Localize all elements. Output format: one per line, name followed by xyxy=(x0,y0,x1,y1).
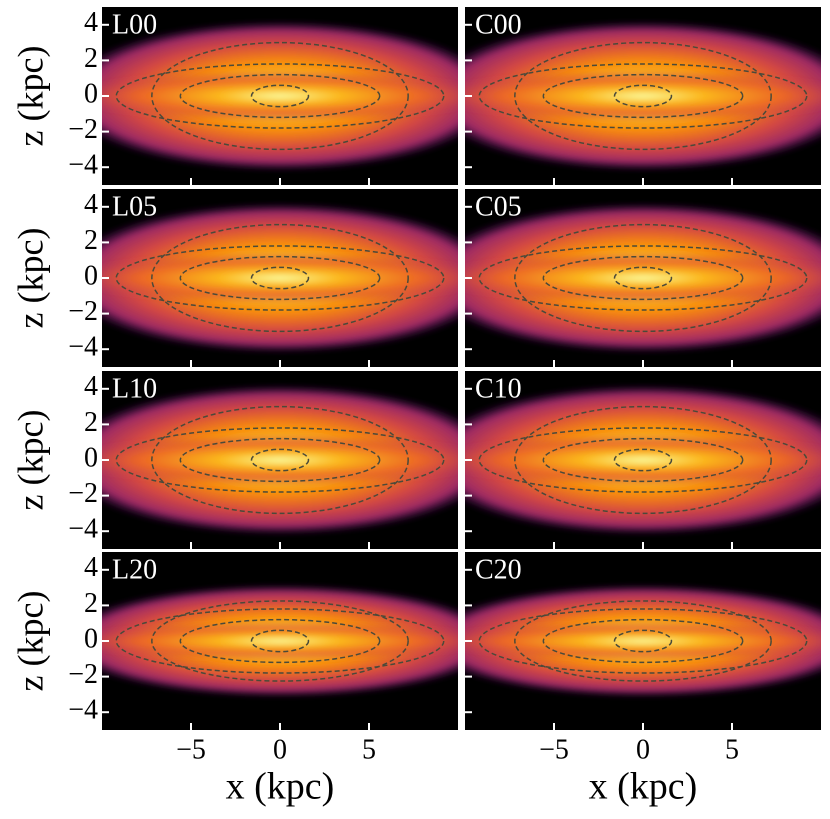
panel-body xyxy=(102,189,458,367)
panel-body xyxy=(102,371,458,549)
contour xyxy=(514,405,772,515)
panel: C10 xyxy=(465,371,821,549)
x-axis-label: x (kpc) xyxy=(589,766,698,808)
panel: L10 −4 −2 0 2 4 z (kpc) xyxy=(10,371,458,549)
y-tick-label: −2 xyxy=(68,296,98,327)
y-tick-label: 0 xyxy=(84,260,98,291)
y-axis-label: z (kpc) xyxy=(10,228,50,329)
panel-label: L05 xyxy=(112,191,157,222)
panel-label: C05 xyxy=(475,191,522,222)
panel: L20 −5 0 5 −4 −2 0 2 4 z (kpc) x (kpc) xyxy=(10,552,458,808)
contour xyxy=(179,73,381,119)
contour xyxy=(179,437,381,483)
y-tick-label: −4 xyxy=(68,514,98,545)
contour xyxy=(613,629,673,653)
contour xyxy=(478,63,808,129)
contour xyxy=(542,618,744,664)
y-tick-label: 4 xyxy=(84,552,98,583)
x-tick-label: 5 xyxy=(362,734,376,765)
contour xyxy=(478,608,808,674)
panel-body xyxy=(465,552,821,730)
contour xyxy=(250,448,310,472)
contour xyxy=(250,84,310,108)
panel: C00 xyxy=(465,7,821,185)
panel-body xyxy=(465,189,821,367)
y-tick-label: 4 xyxy=(84,7,98,38)
y-tick-label: 4 xyxy=(84,371,98,402)
contour xyxy=(151,405,409,515)
contour xyxy=(115,63,445,129)
density-disk xyxy=(102,253,458,303)
y-tick-label: 0 xyxy=(84,623,98,654)
panel-label: L20 xyxy=(112,554,157,585)
x-axis-label: x (kpc) xyxy=(226,766,335,808)
x-tick-label: −5 xyxy=(176,734,206,765)
y-tick-label: 0 xyxy=(84,442,98,473)
panel-body xyxy=(465,7,821,185)
x-tick-label: 0 xyxy=(636,734,650,765)
contour xyxy=(115,427,445,493)
y-tick-label: 2 xyxy=(84,43,98,74)
panel-label: L00 xyxy=(112,9,157,40)
y-axis-label: z (kpc) xyxy=(10,591,50,692)
contour xyxy=(250,629,310,653)
x-tick-label: 0 xyxy=(273,734,287,765)
contour xyxy=(514,223,772,333)
x-tick-label: 5 xyxy=(725,734,739,765)
panel-body xyxy=(102,552,458,730)
panel: C20 −5 0 5 x (kpc) xyxy=(465,552,821,808)
y-tick-label: 0 xyxy=(84,78,98,109)
panel: L05 −4 −2 0 2 4 z (kpc) xyxy=(10,189,458,367)
contour xyxy=(250,266,310,290)
density-disk xyxy=(465,71,821,121)
y-tick-label: −2 xyxy=(68,114,98,145)
panel: C05 xyxy=(465,189,821,367)
y-tick-label: −4 xyxy=(68,332,98,363)
y-tick-label: 2 xyxy=(84,225,98,256)
contour xyxy=(179,255,381,301)
density-disk xyxy=(465,253,821,303)
panel: L00 −4 −2 0 2 4 z (kpc) xyxy=(10,7,458,185)
contour xyxy=(542,255,744,301)
y-tick-label: 4 xyxy=(84,189,98,220)
density-disk xyxy=(465,435,821,485)
contour xyxy=(151,223,409,333)
contour xyxy=(514,41,772,151)
contour xyxy=(151,600,409,682)
y-tick-label: −2 xyxy=(68,659,98,690)
y-tick-label: 2 xyxy=(84,407,98,438)
y-axis-label: z (kpc) xyxy=(10,46,50,147)
panel-label: C10 xyxy=(475,373,522,404)
contour xyxy=(151,41,409,151)
contour xyxy=(542,73,744,119)
density-disk xyxy=(102,435,458,485)
contour xyxy=(514,600,772,682)
density-disk xyxy=(102,71,458,121)
contour xyxy=(179,618,381,664)
panel-label: L10 xyxy=(112,373,157,404)
contour xyxy=(115,608,445,674)
contour xyxy=(478,427,808,493)
y-tick-label: 2 xyxy=(84,588,98,619)
contour xyxy=(613,266,673,290)
y-tick-label: −4 xyxy=(68,150,98,181)
panel-body xyxy=(465,371,821,549)
contour xyxy=(613,448,673,472)
y-tick-label: −4 xyxy=(68,695,98,726)
contour xyxy=(478,245,808,311)
panel-label: C00 xyxy=(475,9,522,40)
y-tick-label: −2 xyxy=(68,478,98,509)
contour xyxy=(542,437,744,483)
contour xyxy=(613,84,673,108)
contour xyxy=(115,245,445,311)
y-axis-label: z (kpc) xyxy=(10,410,50,511)
x-tick-label: −5 xyxy=(539,734,569,765)
panel-label: C20 xyxy=(475,554,522,585)
panel-body xyxy=(102,7,458,185)
